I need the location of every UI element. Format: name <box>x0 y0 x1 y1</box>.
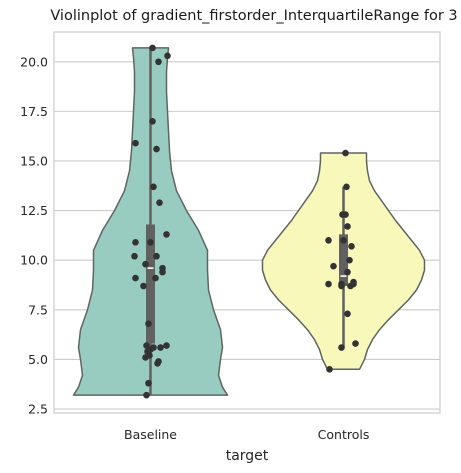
data-point <box>347 283 354 290</box>
x-tick-label: Baseline <box>124 427 177 442</box>
data-point <box>338 283 345 290</box>
y-tick-label: 10.0 <box>20 253 48 268</box>
chart-title: Violinplot of gradient_firstorder_Interq… <box>50 8 457 24</box>
data-point <box>346 257 353 264</box>
y-tick-label: 7.5 <box>28 302 48 317</box>
data-point <box>154 360 161 367</box>
data-point <box>325 237 332 244</box>
data-point <box>142 261 149 268</box>
data-point <box>140 283 147 290</box>
data-point <box>149 45 156 52</box>
data-point <box>131 253 138 260</box>
data-point <box>132 275 139 282</box>
data-point <box>325 281 332 288</box>
data-point <box>344 310 351 317</box>
data-point <box>344 223 351 230</box>
data-point <box>157 344 164 351</box>
data-point <box>343 183 350 190</box>
x-tick-label: Controls <box>318 427 370 442</box>
x-axis-label: target <box>226 448 269 464</box>
y-tick-label: 17.5 <box>20 104 48 119</box>
data-point <box>163 231 170 238</box>
data-point <box>326 366 333 373</box>
data-point <box>339 211 346 218</box>
data-point <box>150 183 157 190</box>
data-point <box>142 354 149 361</box>
data-point <box>132 239 139 246</box>
violins-layer <box>74 48 425 395</box>
data-point <box>153 253 160 260</box>
data-point <box>340 237 347 244</box>
y-tick-label: 15.0 <box>20 153 48 168</box>
y-tick-label: 5.0 <box>28 352 48 367</box>
y-tick-label: 2.5 <box>28 402 48 417</box>
data-point <box>143 392 150 399</box>
data-point <box>163 342 170 349</box>
x-tick-labels: Baseline Controls <box>124 427 369 442</box>
data-point <box>149 118 156 125</box>
data-point <box>153 146 160 153</box>
data-point <box>352 340 359 347</box>
data-point <box>156 199 163 206</box>
data-point <box>152 275 159 282</box>
data-point <box>145 380 152 387</box>
data-point <box>330 263 337 270</box>
y-tick-labels: 2.5 5.0 7.5 10.0 12.5 15.0 17.5 20.0 <box>20 54 48 416</box>
data-point <box>147 239 154 246</box>
data-point <box>145 320 152 327</box>
y-tick-label: 12.5 <box>20 203 48 218</box>
data-point <box>344 269 351 276</box>
data-point <box>342 150 349 157</box>
y-tick-label: 20.0 <box>20 54 48 69</box>
data-point <box>338 344 345 351</box>
data-point <box>155 58 162 65</box>
data-point <box>164 53 171 60</box>
data-point <box>348 243 355 250</box>
data-point <box>132 140 139 147</box>
data-point <box>159 269 166 276</box>
